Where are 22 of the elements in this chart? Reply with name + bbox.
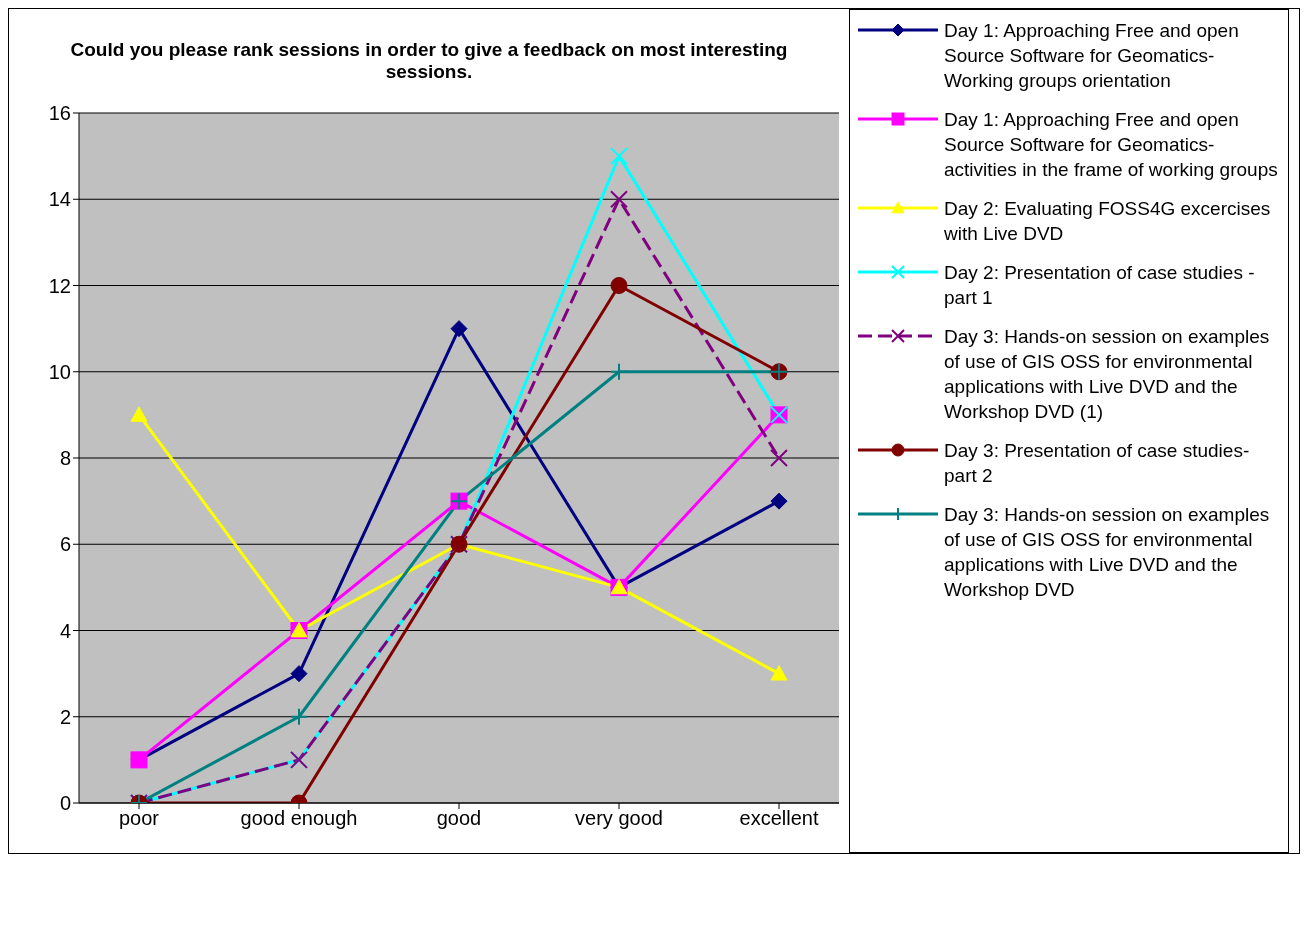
legend-label: Day 2: Evaluating FOSS4G excercises with Live DVD	[944, 197, 1272, 246]
x-tick-label: very good	[575, 807, 663, 830]
y-tick-label: 12	[48, 274, 71, 297]
x-tick-label: good	[436, 807, 482, 830]
y-tick-label: 10	[48, 360, 71, 383]
x-tick-label: excellent	[739, 807, 819, 830]
legend-label: Day 3: Hands-on session on examples of use of GIS OSS for environmental applications with Live DVD and the Workshop DVD (1)	[944, 325, 1271, 424]
chart-title: Could you please rank sessions in order to give a feedback on most interesting sessions.	[69, 38, 789, 84]
x-tick-label: poor	[118, 807, 160, 830]
legend-label: Day 1: Approaching Free and open Source Software for Geomatics-activities in the frame of working groups	[944, 108, 1279, 182]
y-tick-label: 8	[59, 447, 71, 470]
y-tick-label: 14	[48, 188, 71, 211]
y-tick-label: 0	[59, 792, 71, 815]
legend-label: Day 1: Approaching Free and open Source Software for Geomatics-Working groups orientation	[944, 19, 1240, 93]
legend-label: Day 3: Presentation of case studies- part 2	[944, 439, 1251, 488]
legend-label: Day 3: Hands-on session on examples of use of GIS OSS for environmental applications with Live DVD and the Workshop DVD	[944, 503, 1271, 602]
x-tick-label: good enough	[240, 807, 358, 830]
y-tick-label: 4	[59, 619, 71, 642]
legend-label: Day 2: Presentation of case studies - part 1	[944, 261, 1256, 310]
y-tick-label: 16	[48, 102, 71, 125]
y-tick-label: 6	[59, 533, 71, 556]
y-tick-label: 2	[59, 705, 71, 728]
